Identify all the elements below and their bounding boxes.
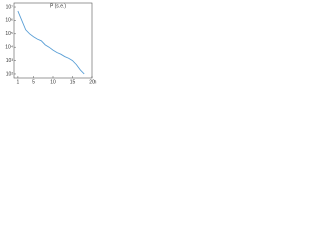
x-tick-label: 20 [89,79,95,85]
data-line [17,10,85,75]
x-tick-label: 5 [32,79,35,85]
y-tick-label: 10⁵ [5,31,13,37]
y-tick-label: 10⁷ [6,4,14,10]
y-axis-label: P (s.e.) [50,3,66,9]
y-tick-label: 10² [6,71,14,77]
y-tick-label: 10⁴ [5,45,13,51]
x-tick-label: 15 [70,79,76,85]
x-tick-label: 1 [17,79,20,85]
y-tick-label: 10⁶ [5,18,13,24]
y-tick-label: 10³ [6,58,14,64]
x-axis-label: n [94,79,97,85]
plot-frame [13,2,93,79]
x-tick-label: 10 [50,79,56,85]
